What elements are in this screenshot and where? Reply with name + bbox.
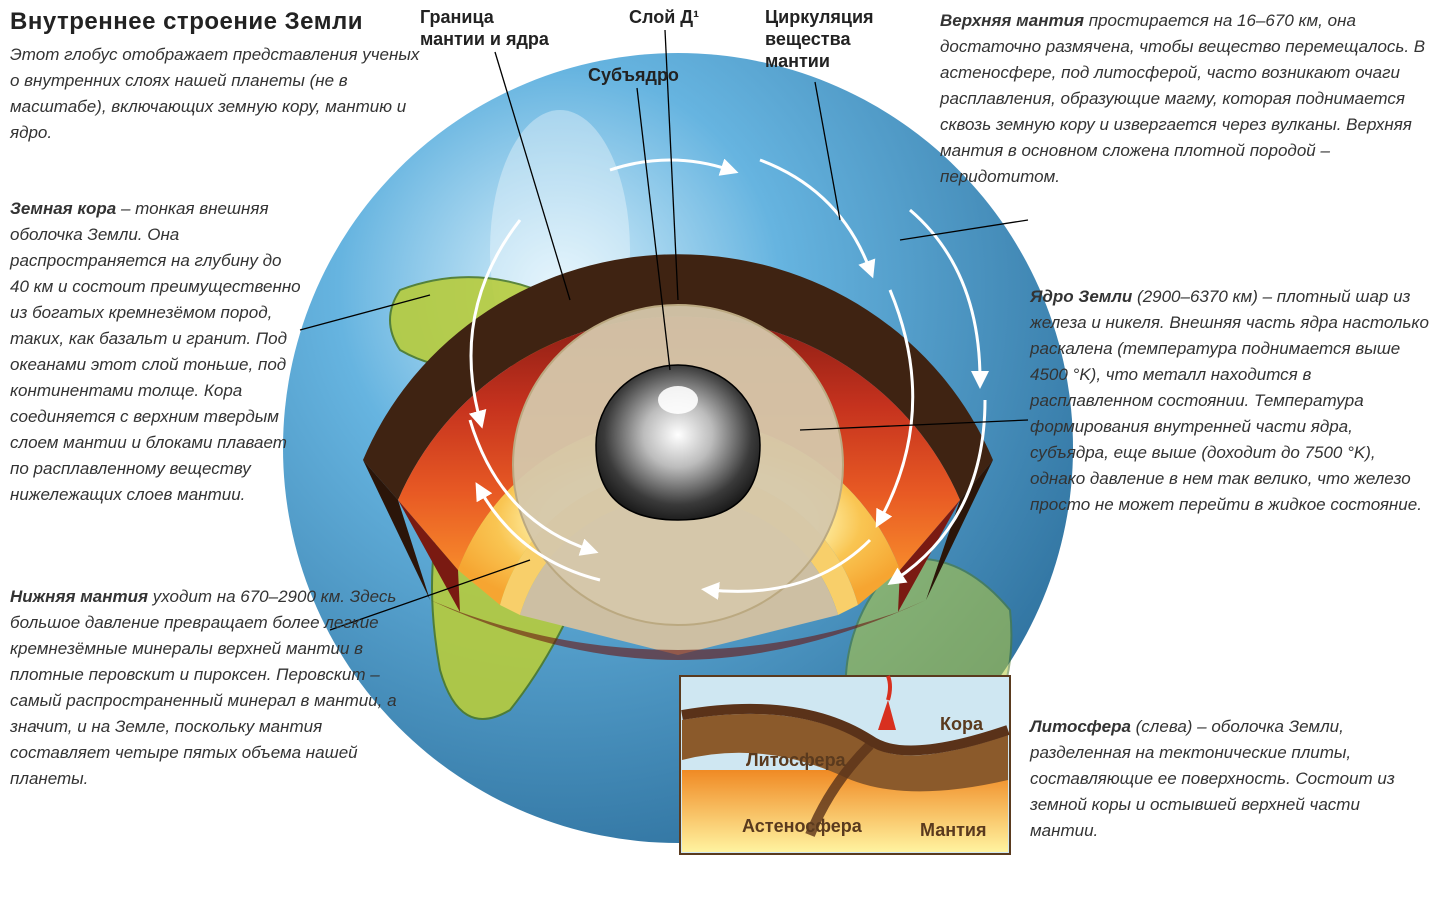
callout-subcore: Субъядро bbox=[588, 64, 679, 86]
lithosphere-term: Литосфера bbox=[1030, 717, 1131, 736]
upper-mantle-term: Верхняя мантия bbox=[940, 11, 1084, 30]
lithosphere-paragraph: Литосфера (слева) – оболочка Земли, разд… bbox=[1030, 714, 1430, 844]
callout-d-layer: Слой Д¹ bbox=[629, 6, 699, 28]
core-paragraph: Ядро Земли (2900–6370 км) – плотный шар … bbox=[1030, 284, 1430, 518]
inset-label-asthenosphere: Астеносфера bbox=[742, 816, 862, 837]
lower-mantle-paragraph: Нижняя мантия уходит на 670–2900 км. Зде… bbox=[10, 584, 410, 792]
lower-mantle-term: Нижняя мантия bbox=[10, 587, 148, 606]
inset-label-mantle: Мантия bbox=[920, 820, 986, 841]
upper-mantle-paragraph: Верхняя мантия простирается на 16–670 км… bbox=[940, 8, 1430, 190]
callout-mantle-core-boundary: Граница мантии и ядра bbox=[420, 6, 549, 50]
inset-label-lithosphere: Литосфера bbox=[746, 750, 846, 771]
inset-label-crust: Кора bbox=[940, 714, 983, 735]
intro-paragraph: Этот глобус отображает представления уче… bbox=[10, 42, 430, 146]
crust-body: – тонкая внешняя оболочка Земли. Она рас… bbox=[10, 199, 301, 504]
core-body: (2900–6370 км) – плотный шар из железа и… bbox=[1030, 287, 1429, 514]
page: Внутреннее строение Земли Этот глобус от… bbox=[0, 0, 1439, 917]
upper-mantle-body: простирается на 16–670 км, она достаточн… bbox=[940, 11, 1425, 186]
page-title: Внутреннее строение Земли bbox=[10, 8, 363, 36]
callout-circulation: Циркуляция вещества мантии bbox=[765, 6, 874, 72]
crust-term: Земная кора bbox=[10, 199, 116, 218]
crust-paragraph: Земная кора – тонкая внешняя оболочка Зе… bbox=[10, 196, 305, 508]
core-term: Ядро Земли bbox=[1030, 287, 1132, 306]
lower-mantle-body: уходит на 670–2900 км. Здесь большое дав… bbox=[10, 587, 397, 788]
